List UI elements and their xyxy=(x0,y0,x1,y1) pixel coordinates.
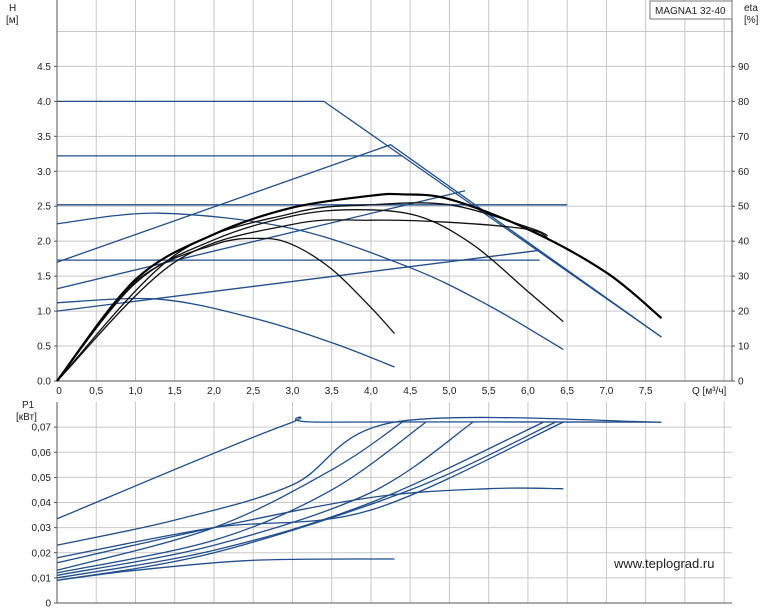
power-series-9-line xyxy=(56,487,564,564)
power-series-6-line xyxy=(56,421,544,579)
head-chart-tick-labels: 0.0 0.5 1.0 1.5 2.0 2.5 3.0 3.5 4.0 4.5 0 10 20 30 40 5… xyxy=(37,62,749,397)
power-y-tick-label: 0,06 xyxy=(32,448,52,459)
watermark-text: www.teplograd.ru xyxy=(613,556,714,571)
head-x-tick-label: 3,0 xyxy=(286,386,300,397)
head-x-tick-label: 5,0 xyxy=(442,386,456,397)
model-label: MAGNA1 32-40 xyxy=(655,6,726,17)
power-chart-frame xyxy=(54,402,732,604)
head-series-12-line xyxy=(56,219,548,382)
head-chart-grid xyxy=(57,0,732,381)
power-y-tick-label: 0,04 xyxy=(32,498,52,509)
head-series-1-line xyxy=(57,100,662,338)
power-axis-name: P1 xyxy=(22,400,35,411)
head-y-tick-label: 4.5 xyxy=(37,62,51,73)
head-x-tick-label: 1,0 xyxy=(129,386,143,397)
power-series-2-line xyxy=(56,416,662,546)
power-series-5-line xyxy=(56,421,474,577)
head-series-8-line xyxy=(56,212,564,351)
power-series-8-line xyxy=(56,421,564,559)
power-axis-unit: [кВт] xyxy=(16,412,37,423)
head-x-tick-label: 2,0 xyxy=(207,386,221,397)
head-x-tick-label: 7,0 xyxy=(599,386,613,397)
head-y2-tick-label: 0 xyxy=(738,377,744,388)
head-y2-tick-label: 80 xyxy=(738,97,750,108)
head-x-tick-label: 4,0 xyxy=(364,386,378,397)
head-y2-tick-label: 30 xyxy=(738,272,750,283)
head-y-tick-label: 3.0 xyxy=(37,167,51,178)
head-y-tick-label: 0.0 xyxy=(37,377,51,388)
power-chart-curves xyxy=(56,416,662,582)
head-y2-tick-label: 50 xyxy=(738,202,750,213)
head-y-tick-label: 3.5 xyxy=(37,132,51,143)
power-series-10-line xyxy=(56,558,395,582)
power-y-tick-label: 0,01 xyxy=(32,573,52,584)
power-y-tick-label: 0,05 xyxy=(32,473,52,484)
model-label-box xyxy=(649,0,733,20)
flow-axis-label: Q [м³/ч] xyxy=(692,386,727,397)
head-y-tick-label: 2.5 xyxy=(37,202,51,213)
head-y-tick-label: 2.0 xyxy=(37,237,51,248)
head-y2-tick-label: 40 xyxy=(738,237,750,248)
head-chart-curves xyxy=(56,100,663,382)
head-y-tick-label: 4.0 xyxy=(37,97,51,108)
head-y-tick-label: 1.5 xyxy=(37,272,51,283)
head-x-tick-label: 1,5 xyxy=(168,386,182,397)
power-y-tick-label: 0,07 xyxy=(32,423,52,434)
power-series-1-line xyxy=(56,416,662,520)
head-series-14-line xyxy=(56,192,663,382)
head-y2-tick-label: 10 xyxy=(738,342,750,353)
head-series-10-line xyxy=(56,237,395,382)
power-series-3-line xyxy=(56,421,403,571)
power-y-tick-label: 0,03 xyxy=(32,523,52,534)
head-y2-tick-label: 20 xyxy=(738,307,750,318)
head-series-9-line xyxy=(56,297,395,368)
eta-axis-unit: [%] xyxy=(744,15,759,26)
head-x-tick-label: 2,5 xyxy=(246,386,260,397)
head-chart-frame xyxy=(54,0,735,382)
head-series-6-line xyxy=(56,190,466,290)
power-series-4-line xyxy=(56,421,427,574)
head-y-tick-label: 1.0 xyxy=(37,307,51,318)
head-x-tick-label: 0 xyxy=(56,386,62,397)
head-x-tick-label: 7,5 xyxy=(639,386,653,397)
eta-axis-name: eta xyxy=(744,3,758,14)
power-chart-tick-labels: 0 0,01 0,02 0,03 0,04 0,05 0,06 0,07 xyxy=(32,423,52,610)
head-y2-tick-label: 90 xyxy=(738,62,750,73)
power-y-tick-label: 0,02 xyxy=(32,548,52,559)
power-y-tick-label: 0 xyxy=(45,599,51,610)
head-x-tick-label: 5,5 xyxy=(482,386,496,397)
head-series-5-line xyxy=(56,143,662,338)
head-y-tick-label: 0.5 xyxy=(37,342,51,353)
head-series-11-line xyxy=(56,209,564,382)
head-series-7-line xyxy=(56,249,540,312)
head-axis-name: H xyxy=(9,3,16,14)
head-x-tick-label: 6,0 xyxy=(521,386,535,397)
head-y2-tick-label: 60 xyxy=(738,167,750,178)
head-x-tick-label: 0,5 xyxy=(89,386,103,397)
head-x-tick-label: 4,5 xyxy=(403,386,417,397)
power-series-7-line xyxy=(56,421,556,582)
head-x-tick-label: 3,5 xyxy=(325,386,339,397)
head-y2-tick-label: 70 xyxy=(738,132,750,143)
head-axis-unit: [м] xyxy=(6,15,19,26)
head-x-tick-label: 6,5 xyxy=(560,386,574,397)
